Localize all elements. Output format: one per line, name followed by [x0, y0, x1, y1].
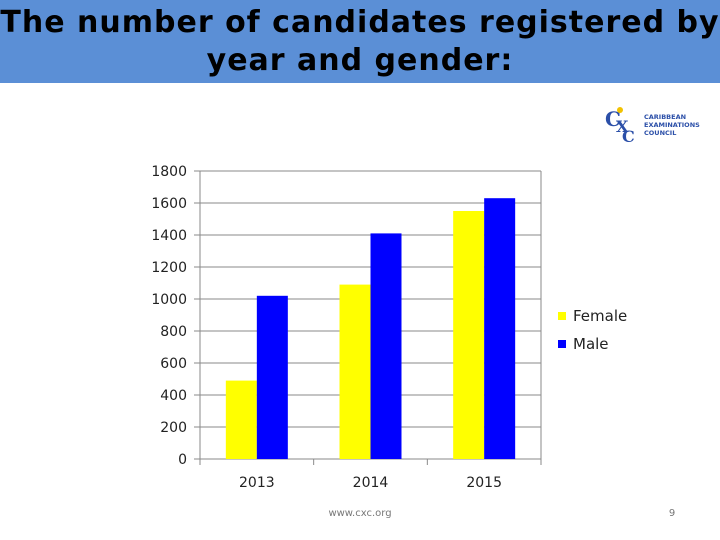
y-tick-label: 1000 [151, 292, 187, 308]
cxc-logo-wordmark: CARIBBEAN EXAMINATIONS COUNCIL [644, 113, 710, 137]
cxc-logo: C X C CARIBBEAN EXAMINATIONS COUNCIL [600, 104, 710, 148]
bar-male-2013 [256, 295, 288, 459]
page-number: 9 [668, 508, 676, 519]
x-tick-label: 2015 [466, 475, 502, 491]
y-tick-label: 400 [160, 388, 187, 404]
logo-line-2: EXAMINATIONS [644, 121, 700, 129]
bar-female-2015 [453, 211, 485, 459]
legend-swatch-female [558, 312, 566, 320]
y-tick-label: 600 [160, 356, 187, 372]
y-tick-label: 800 [160, 324, 187, 340]
y-tick-label: 200 [160, 420, 187, 436]
logo-line-3: COUNCIL [644, 129, 677, 137]
svg-text:X: X [616, 117, 629, 136]
legend-swatch-male [558, 340, 566, 348]
bar-male-2015 [484, 198, 516, 459]
y-tick-label: 0 [178, 452, 187, 468]
footer-url: www.cxc.org [328, 508, 392, 519]
chart-legend: Female Male [558, 302, 627, 358]
y-tick-label: 1600 [151, 196, 187, 212]
svg-text:C: C [605, 107, 621, 131]
legend-item-male: Male [558, 330, 627, 358]
x-tick-label: 2014 [353, 475, 389, 491]
bar-male-2014 [370, 233, 402, 459]
y-tick-label: 1800 [151, 164, 187, 180]
logo-line-1: CARIBBEAN [644, 113, 687, 121]
bar-female-2013 [225, 380, 257, 459]
title-band [0, 0, 720, 83]
bar-female-2014 [339, 284, 371, 459]
y-tick-label: 1200 [151, 260, 187, 276]
svg-text:C: C [622, 127, 635, 144]
legend-label-male: Male [573, 335, 609, 353]
y-tick-label: 1400 [151, 228, 187, 244]
x-tick-label: 2013 [239, 475, 275, 491]
cxc-logo-mark: C X C [605, 107, 635, 144]
legend-item-female: Female [558, 302, 627, 330]
slide-title: The number of candidates registered by y… [0, 5, 720, 78]
legend-label-female: Female [573, 307, 628, 325]
